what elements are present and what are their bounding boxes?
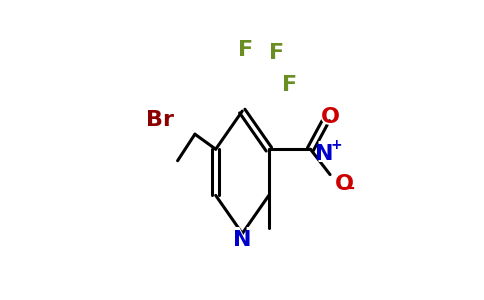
Text: Br: Br — [146, 110, 174, 130]
Text: O: O — [320, 107, 340, 127]
Text: N: N — [233, 230, 252, 250]
Text: O: O — [334, 174, 354, 194]
Text: F: F — [270, 43, 285, 63]
Text: O: O — [334, 170, 358, 198]
Text: N: N — [231, 226, 254, 254]
Text: F: F — [268, 39, 287, 67]
Text: F: F — [280, 70, 299, 98]
Text: Br: Br — [142, 106, 177, 134]
Text: N: N — [315, 140, 338, 168]
Text: −: − — [340, 179, 355, 197]
Text: F: F — [282, 74, 297, 94]
Text: −: − — [337, 176, 357, 200]
Text: +: + — [330, 135, 347, 154]
Text: F: F — [238, 40, 253, 60]
Text: O: O — [318, 103, 342, 131]
Text: N: N — [315, 144, 333, 164]
Text: +: + — [330, 138, 342, 152]
Text: F: F — [236, 36, 255, 64]
